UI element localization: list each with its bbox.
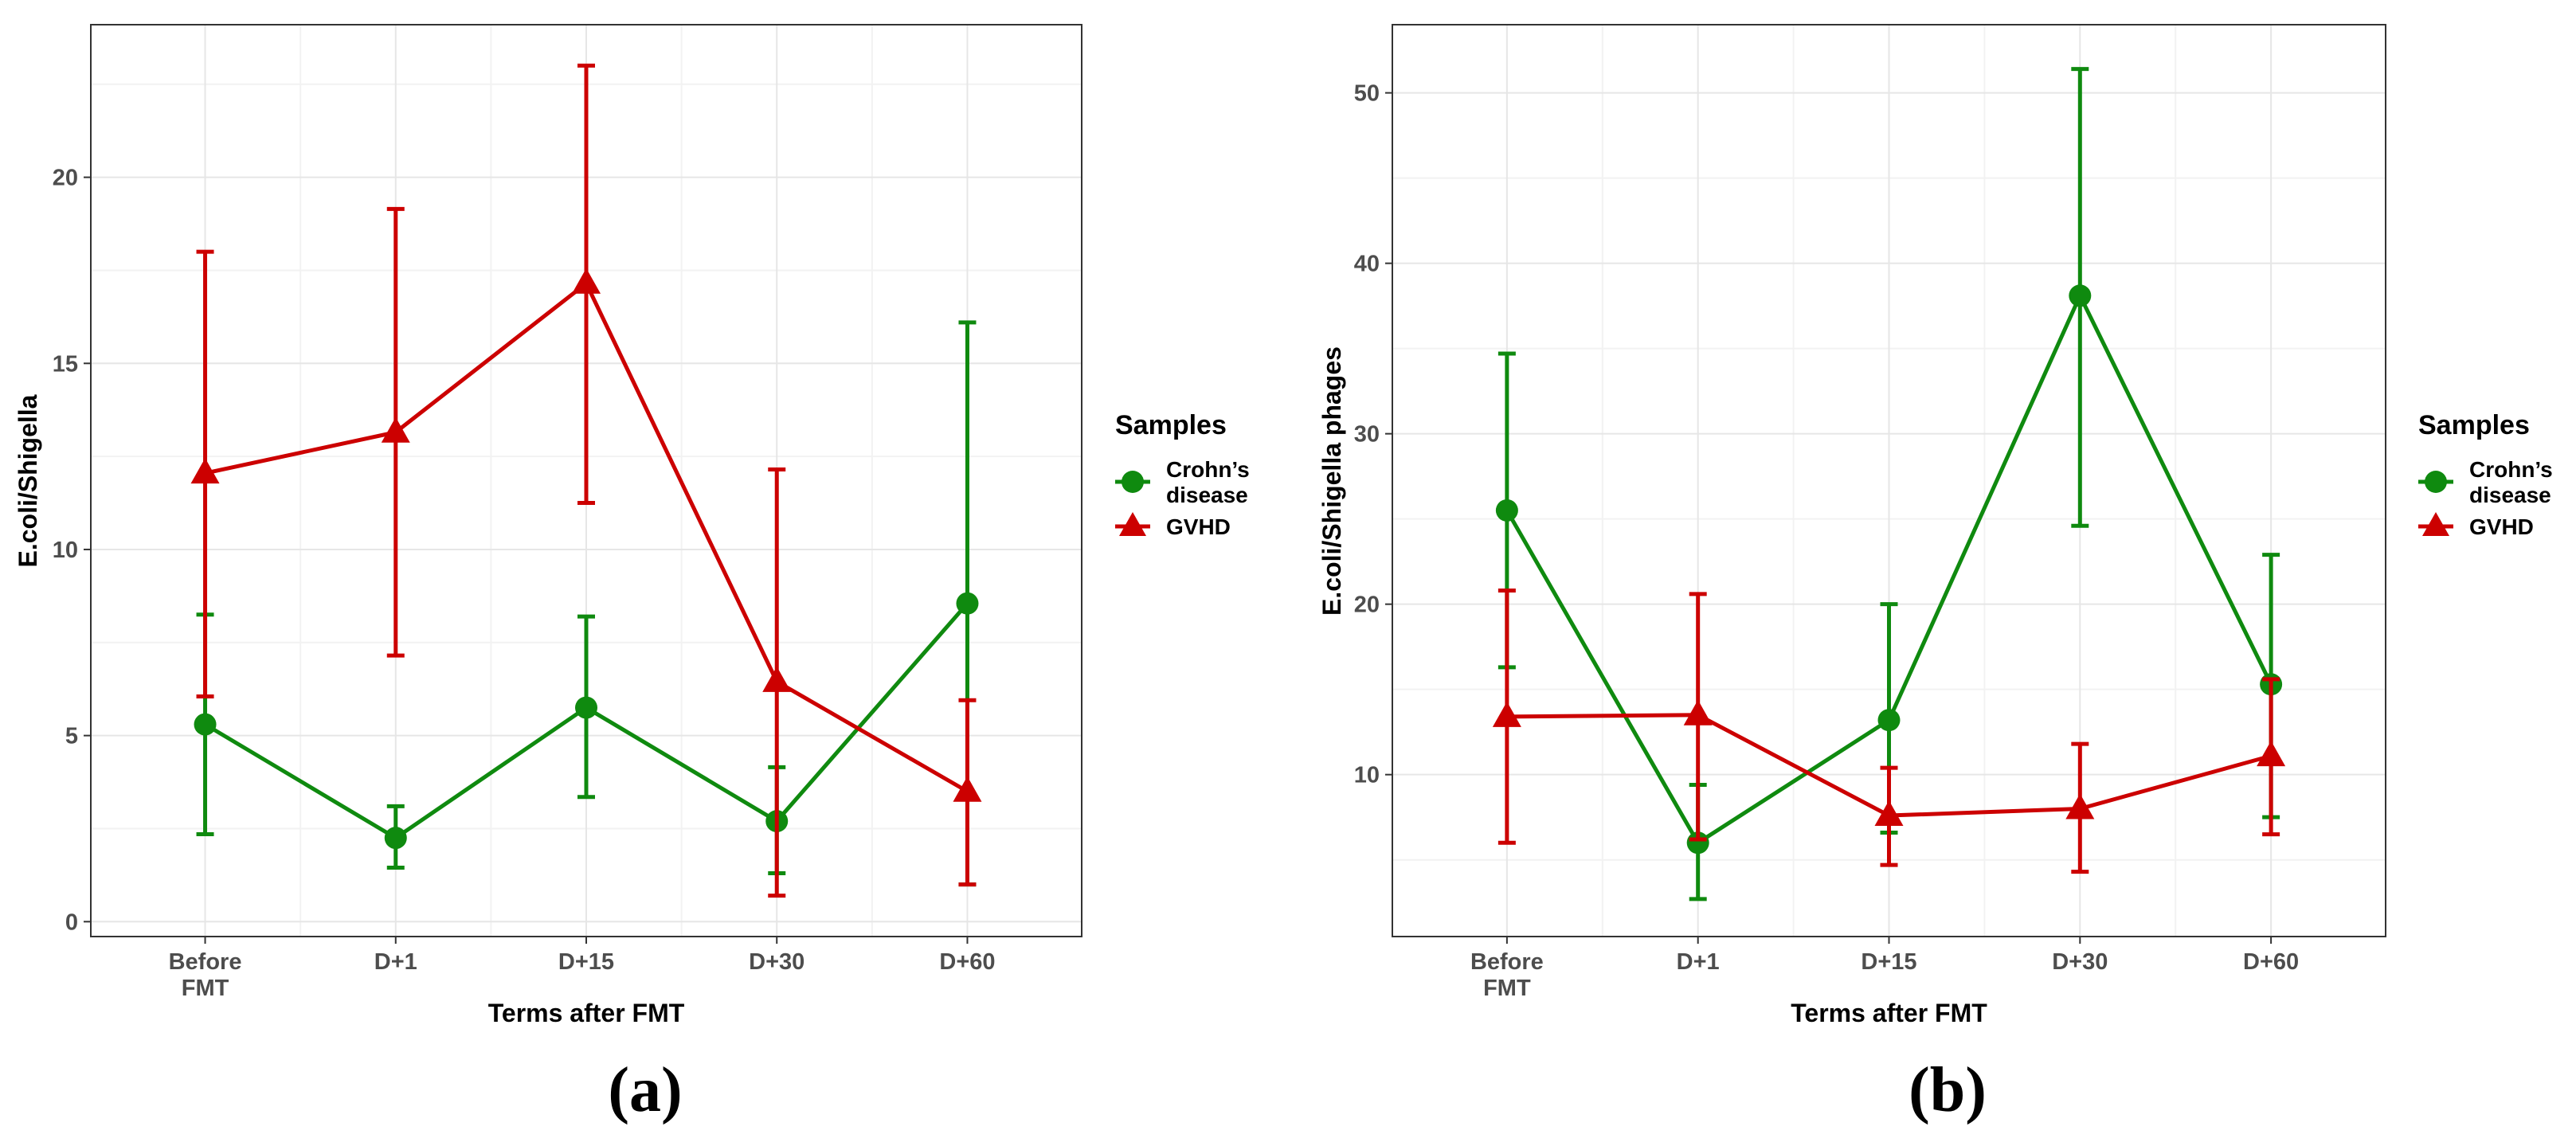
y-tick-label: 5 [65, 724, 78, 749]
x-tick-label-line: D+30 [2052, 949, 2108, 975]
legend: Samples Crohn’s disease GVHD [1115, 410, 1250, 539]
legend-title: Samples [1115, 410, 1227, 440]
y-tick-label: 10 [53, 538, 78, 563]
panel-caption: (b) [1909, 1055, 1987, 1125]
y-tick-label: 15 [53, 351, 78, 377]
legend-label-line: GVHD [2469, 514, 2534, 539]
data-point [575, 696, 597, 719]
panel-caption: (a) [608, 1055, 682, 1125]
x-tick-label-line: FMT [182, 976, 229, 1001]
legend-key-marker [2425, 471, 2447, 493]
legend-key-marker [2422, 512, 2449, 536]
x-tick-label-line: Before [1470, 949, 1544, 975]
y-tick-label: 40 [1354, 252, 1380, 277]
y-axis-title: E.coli/Shigella [14, 394, 42, 567]
x-tick-label: D+15 [1861, 949, 1916, 975]
x-tick-label: D+1 [1677, 949, 1720, 975]
x-tick-label: D+1 [374, 949, 417, 975]
legend-label: GVHD [2469, 514, 2534, 539]
x-tick-label: D+30 [2052, 949, 2108, 975]
x-tick-label-line: D+1 [374, 949, 417, 975]
x-tick-label: D+60 [939, 949, 995, 975]
legend-label: GVHD [1166, 514, 1231, 539]
data-point [1495, 499, 1518, 522]
x-tick-label-line: D+30 [749, 949, 805, 975]
x-axis-title: Terms after FMT [488, 999, 685, 1027]
legend-title: Samples [2418, 410, 2530, 440]
data-point [2069, 284, 2092, 307]
x-tick-label-line: FMT [1483, 976, 1531, 1001]
data-point [190, 458, 220, 484]
data-point [384, 827, 407, 850]
y-tick-label: 10 [1354, 763, 1380, 788]
y-tick-label: 0 [65, 909, 78, 935]
legend: Samples Crohn’s disease GVHD [2418, 410, 2553, 539]
x-tick-label: Before FMT [1470, 949, 1544, 1001]
y-tick-label: 20 [53, 166, 78, 191]
y-tick-label: 50 [1354, 81, 1380, 107]
data-point [1877, 709, 1901, 732]
x-tick-label: D+30 [749, 949, 805, 975]
data-point [2257, 741, 2286, 767]
legend-label-line: Crohn’s [2469, 457, 2553, 482]
x-axis-title: Terms after FMT [1791, 999, 1987, 1027]
legend-label: Crohn’s disease [2469, 457, 2553, 507]
data-point [762, 666, 792, 692]
x-tick-label: Before FMT [169, 949, 242, 1001]
legend-label: Crohn’s disease [1166, 457, 1250, 507]
data-point [381, 417, 410, 443]
data-point [953, 776, 982, 802]
series-gvhd [190, 63, 982, 898]
data-point [194, 713, 217, 736]
data-point [1492, 701, 1521, 727]
legend-label-line: GVHD [1166, 514, 1231, 539]
data-point [956, 592, 979, 615]
data-point [1874, 800, 1904, 827]
panel-border [90, 24, 1082, 937]
series-gvhd [1492, 589, 2286, 874]
x-tick-label-line: D+15 [1861, 949, 1916, 975]
data-point [2065, 793, 2095, 819]
x-tick-label: D+15 [558, 949, 614, 975]
legend-label-line: Crohn’s [1166, 457, 1250, 482]
data-point [1683, 699, 1713, 726]
panel-b: 10 20 30 40 50 Before FMT D+1 D+15 D+30 D+60 Terms … [1317, 24, 2553, 1125]
y-tick-label: 30 [1354, 422, 1380, 448]
x-tick-label-line: D+60 [2243, 949, 2299, 975]
x-tick-label-line: D+60 [939, 949, 995, 975]
x-tick-label: D+60 [2243, 949, 2299, 975]
panel-border [1392, 24, 2386, 937]
legend-key-marker [1122, 471, 1144, 493]
y-axis-title: E.coli/Shigella phages [1317, 346, 1346, 616]
x-tick-label-line: D+1 [1677, 949, 1720, 975]
data-point [1686, 831, 1709, 855]
x-tick-label-line: D+15 [558, 949, 614, 975]
x-tick-label-line: Before [169, 949, 242, 975]
y-tick-label: 20 [1354, 593, 1380, 618]
data-point [572, 268, 601, 294]
legend-label-line: disease [1166, 483, 1248, 507]
panel-a: 0 5 10 15 20 Before FMT D+1 D+15 D+30 D+60 Terms af… [14, 24, 1250, 1125]
legend-key-marker [1119, 512, 1146, 536]
legend-label-line: disease [2469, 483, 2551, 507]
